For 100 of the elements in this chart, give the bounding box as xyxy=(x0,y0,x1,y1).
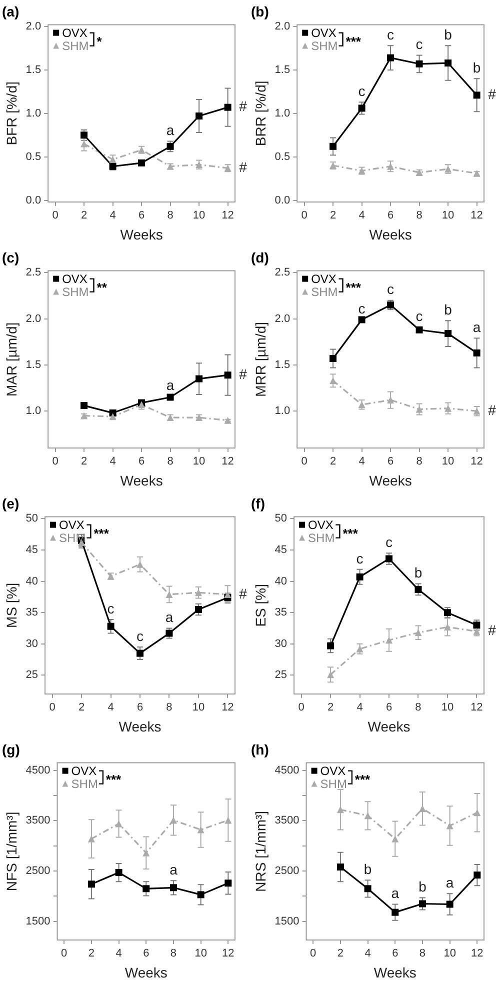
x-tick-label: 12 xyxy=(222,456,234,468)
point xyxy=(446,900,454,908)
annotation: b xyxy=(472,60,481,76)
chart-title: (d) xyxy=(251,249,269,266)
x-tick-label: 0 xyxy=(49,702,56,714)
legend-label: SHM xyxy=(71,777,98,792)
legend-label: OVX xyxy=(311,26,336,40)
point xyxy=(224,372,232,379)
x-tick-label: 12 xyxy=(470,456,483,468)
x-axis-title: Weeks xyxy=(369,226,412,242)
annotation: a xyxy=(166,122,174,138)
annotation: a xyxy=(170,861,178,878)
point xyxy=(224,590,232,598)
x-tick-label: 0 xyxy=(298,702,304,714)
annotation: c xyxy=(416,36,423,52)
point xyxy=(416,406,423,413)
x-tick-label: 6 xyxy=(138,210,145,222)
point xyxy=(473,92,480,99)
x-axis-title: Weeks xyxy=(118,718,162,734)
y-tick-label: 1.0 xyxy=(274,107,290,120)
point xyxy=(446,822,454,830)
point xyxy=(224,880,232,887)
point xyxy=(115,820,122,828)
y-tick-label: 50 xyxy=(26,512,38,525)
y-tick-label: 45 xyxy=(274,544,288,556)
y-tick-label: 2.0 xyxy=(26,312,42,325)
x-tick-label: 4 xyxy=(108,702,114,714)
y-axis-title: ES [%] xyxy=(252,584,268,627)
x-tick-label: 0 xyxy=(301,456,308,468)
x-tick-label: 2 xyxy=(80,456,88,468)
y-tick-label: 4500 xyxy=(274,764,300,776)
y-tick-label: 25 xyxy=(274,669,288,682)
y-tick-label: 3500 xyxy=(26,814,50,827)
y-axis-title: BFR [%/d] xyxy=(3,82,20,146)
x-tick-label: 6 xyxy=(387,456,394,468)
annotation: a xyxy=(165,609,174,626)
x-tick-label: 0 xyxy=(301,210,308,222)
y-tick-label: 1.0 xyxy=(26,107,42,120)
annotation: *** xyxy=(346,34,362,49)
point xyxy=(444,60,452,67)
legend-label: OVX xyxy=(308,518,334,532)
annotation: *** xyxy=(106,772,122,787)
x-tick-label: 4 xyxy=(116,948,122,960)
point xyxy=(330,377,337,384)
x-tick-label: 10 xyxy=(442,210,454,222)
point xyxy=(107,622,114,630)
annotation: # xyxy=(239,585,248,602)
y-tick-label: 2500 xyxy=(274,865,300,878)
annotation: *** xyxy=(354,772,372,787)
annotation: b xyxy=(364,860,372,877)
annotation: b xyxy=(444,301,452,318)
x-tick-label: 6 xyxy=(143,948,150,960)
point xyxy=(416,60,423,68)
x-tick-label: 8 xyxy=(415,702,422,714)
y-tick-label: 0.5 xyxy=(26,150,42,163)
y-tick-label: 0.5 xyxy=(274,150,290,163)
point xyxy=(444,624,451,630)
y-tick-label: 50 xyxy=(274,512,288,525)
point xyxy=(358,316,366,324)
point xyxy=(386,555,393,562)
y-tick-label: 2.5 xyxy=(26,266,42,279)
annotation: b xyxy=(414,564,422,581)
annotation: # xyxy=(488,622,496,638)
x-tick-label: 6 xyxy=(386,702,392,714)
x-tick-label: 2 xyxy=(80,210,88,222)
x-tick-label: 8 xyxy=(167,210,174,222)
x-tick-label: 10 xyxy=(192,456,206,468)
y-tick-label: 35 xyxy=(26,606,38,619)
x-tick-label: 6 xyxy=(136,702,144,714)
y-axis-title: NFS [1/mm³] xyxy=(3,812,20,892)
annotation: *** xyxy=(346,280,362,295)
point xyxy=(364,812,372,820)
annotation: # xyxy=(488,86,496,102)
annotation: # xyxy=(239,366,248,382)
point xyxy=(80,132,88,139)
x-tick-label: 8 xyxy=(166,702,172,714)
x-tick-label: 2 xyxy=(88,948,95,960)
x-tick-label: 4 xyxy=(358,210,365,222)
y-tick-label: 4500 xyxy=(26,764,50,776)
point xyxy=(392,835,399,842)
point xyxy=(166,590,173,598)
x-tick-label: 8 xyxy=(170,948,177,960)
y-tick-label: 1500 xyxy=(274,915,300,928)
y-tick-label: 1500 xyxy=(26,915,50,928)
x-tick-label: 8 xyxy=(167,456,174,468)
chart-title: (g) xyxy=(2,741,20,758)
annotation: a xyxy=(472,319,481,336)
x-tick-label: 2 xyxy=(328,702,334,714)
x-tick-label: 12 xyxy=(470,702,483,714)
legend-label: OVX xyxy=(320,764,346,778)
x-tick-label: 10 xyxy=(192,210,206,222)
y-tick-label: 0.0 xyxy=(274,194,290,206)
x-tick-label: 8 xyxy=(416,456,422,468)
point xyxy=(138,159,146,166)
annotation: c xyxy=(356,550,364,566)
chart-title: (c) xyxy=(2,249,20,266)
annotation: # xyxy=(488,402,496,418)
legend-label: SHM xyxy=(311,285,338,300)
point xyxy=(196,112,203,120)
x-tick-label: 0 xyxy=(310,948,316,960)
